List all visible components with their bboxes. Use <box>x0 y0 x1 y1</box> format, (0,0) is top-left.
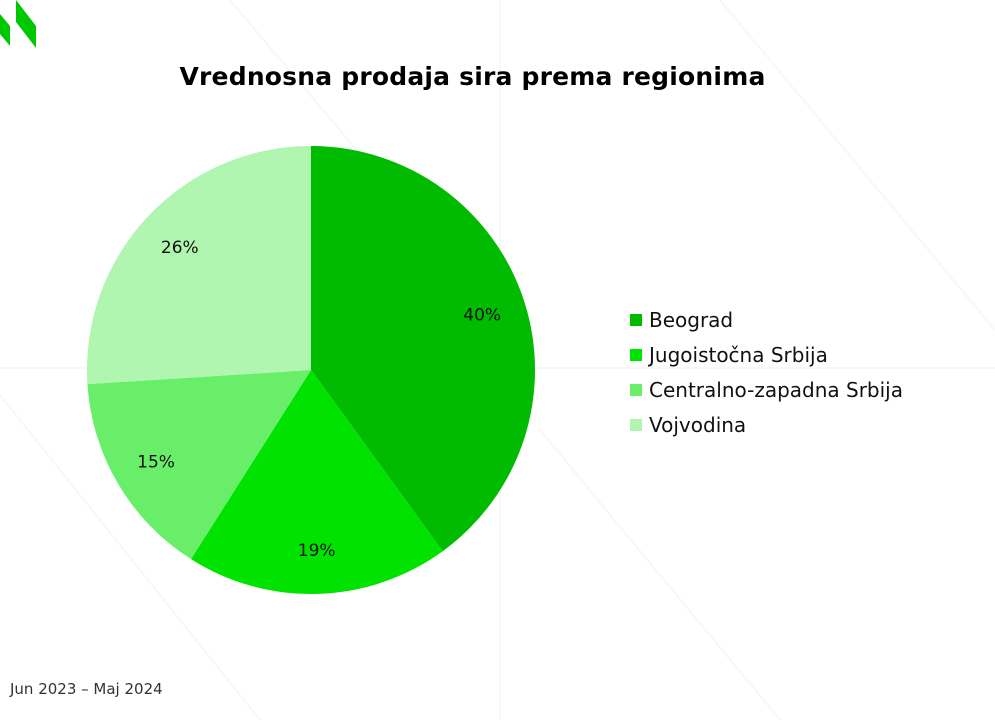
brand-logo-icon <box>0 0 36 48</box>
slice-data-label: 26% <box>161 238 199 258</box>
pie-slices <box>87 146 536 594</box>
pie-slice-3 <box>87 146 311 385</box>
date-range: Jun 2023 – Maj 2024 <box>10 680 163 698</box>
legend-label: Beograd <box>649 307 734 332</box>
legend-item: Centralno-zapadna Srbija <box>630 372 970 407</box>
legend-swatch <box>630 418 642 431</box>
legend-swatch <box>630 348 642 361</box>
legend-swatch <box>630 313 642 326</box>
legend-item: Beograd <box>630 302 970 337</box>
legend-label: Vojvodina <box>649 412 747 437</box>
slice-data-label: 15% <box>137 453 175 473</box>
legend-swatch <box>630 383 642 396</box>
chart-legend: Beograd Jugoistočna Srbija Centralno-zapad… <box>630 302 970 442</box>
pie-slice-1 <box>190 370 443 594</box>
slice-data-label: 40% <box>463 305 501 325</box>
legend-item: Vojvodina <box>630 407 970 442</box>
legend-label: Centralno-zapadna Srbija <box>649 377 903 402</box>
legend-item: Jugoistočna Srbija <box>630 337 970 372</box>
pie-slice-0 <box>311 146 536 552</box>
legend-label: Jugoistočna Srbija <box>649 342 828 367</box>
slice-data-label: 19% <box>298 541 336 561</box>
pie-labels: 40% 19% 15% 26% <box>137 238 501 561</box>
pie-slice-2 <box>87 370 311 560</box>
chart-title: Vrednosna prodaja sira prema regionima <box>179 62 766 91</box>
